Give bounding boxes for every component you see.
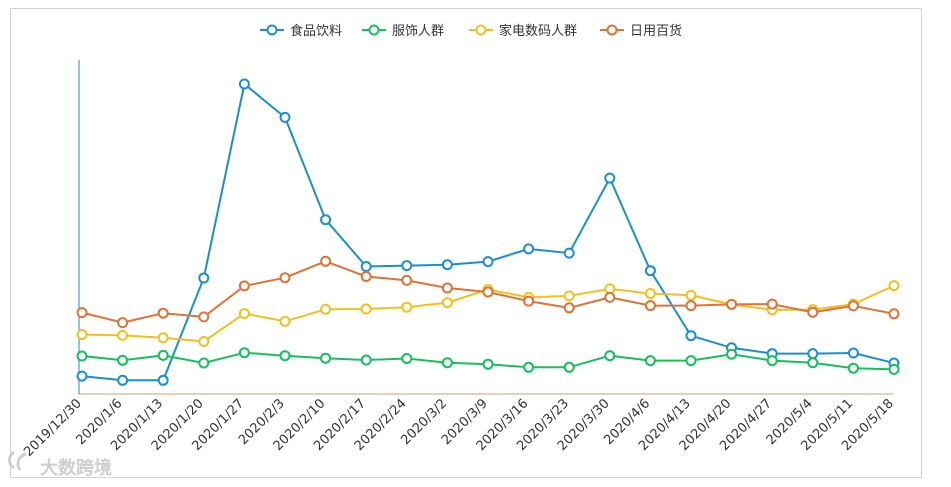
legend-label: 日用百货 (630, 23, 682, 39)
data-point[interactable] (198, 272, 210, 284)
x-tick-label: 2019/12/30 (21, 396, 85, 460)
data-point[interactable] (685, 330, 697, 342)
data-point[interactable] (807, 306, 819, 318)
data-point[interactable] (238, 280, 250, 292)
data-point[interactable] (766, 298, 778, 310)
series-4 (76, 255, 900, 329)
chart-frame (10, 8, 922, 478)
data-point[interactable] (685, 355, 697, 367)
data-point[interactable] (644, 288, 656, 299)
legend-swatch-marker (606, 24, 618, 36)
data-point[interactable] (888, 308, 900, 320)
data-point[interactable] (198, 357, 210, 369)
data-point[interactable] (157, 349, 169, 361)
data-point[interactable] (726, 348, 738, 360)
data-point[interactable] (117, 317, 129, 329)
legend-swatch-marker (475, 24, 487, 36)
data-point[interactable] (847, 300, 859, 312)
legend-item[interactable]: 家电数码人群 (469, 23, 577, 39)
data-point[interactable] (441, 297, 453, 309)
x-axis-ticks: 2019/12/302020/1/62020/1/132020/1/202020… (21, 396, 897, 460)
data-point[interactable] (604, 350, 616, 362)
data-point[interactable] (766, 355, 778, 367)
legend-label: 服饰人群 (392, 24, 444, 39)
data-point[interactable] (888, 363, 900, 375)
data-point[interactable] (644, 265, 656, 277)
data-point[interactable] (441, 282, 453, 294)
legend-label: 家电数码人群 (499, 23, 577, 39)
data-point[interactable] (401, 353, 413, 364)
data-point[interactable] (685, 289, 697, 301)
data-point[interactable] (360, 354, 372, 366)
data-point[interactable] (320, 255, 332, 267)
data-point[interactable] (523, 243, 535, 255)
data-point[interactable] (604, 172, 616, 184)
data-point[interactable] (523, 361, 535, 373)
data-point[interactable] (441, 259, 453, 271)
data-point[interactable] (320, 214, 332, 226)
legend-item[interactable]: 日用百货 (600, 23, 682, 39)
data-point[interactable] (563, 302, 575, 314)
legend-swatch-marker (266, 24, 278, 36)
data-point[interactable] (563, 361, 575, 373)
data-point[interactable] (117, 354, 129, 366)
data-point[interactable] (238, 347, 250, 359)
data-point[interactable] (157, 332, 169, 344)
watermark: 大数跨境 (8, 450, 112, 479)
legend-item[interactable]: 食品饮料 (260, 23, 342, 39)
data-point[interactable] (482, 256, 494, 268)
data-point[interactable] (76, 307, 88, 319)
data-point[interactable] (847, 362, 859, 374)
data-point[interactable] (76, 370, 88, 382)
data-point[interactable] (807, 348, 819, 360)
data-point[interactable] (604, 291, 616, 303)
data-point[interactable] (644, 300, 656, 312)
legend-label: 食品饮料 (290, 23, 342, 39)
data-point[interactable] (685, 300, 697, 312)
series-line (81, 82, 895, 382)
data-point[interactable] (320, 352, 332, 364)
data-point[interactable] (523, 295, 535, 307)
legend: 食品饮料 服饰人群 家电数码人群 日用百货 (260, 23, 682, 39)
data-point[interactable] (117, 374, 129, 386)
data-point[interactable] (279, 111, 291, 123)
data-point[interactable] (76, 329, 88, 340)
data-point[interactable] (279, 350, 291, 362)
data-point[interactable] (157, 307, 169, 319)
data-point[interactable] (76, 350, 88, 362)
data-point[interactable] (563, 290, 575, 302)
data-point[interactable] (401, 274, 413, 286)
data-point[interactable] (482, 358, 494, 370)
data-point[interactable] (888, 280, 900, 292)
data-point[interactable] (847, 347, 859, 359)
data-point[interactable] (157, 374, 169, 386)
data-point[interactable] (482, 286, 494, 298)
data-point[interactable] (238, 78, 250, 90)
data-point[interactable] (238, 308, 250, 319)
data-point[interactable] (279, 272, 291, 284)
data-point[interactable] (117, 329, 129, 341)
watermark-logo-icon (8, 450, 27, 471)
data-point[interactable] (360, 261, 372, 272)
data-point[interactable] (198, 336, 210, 347)
legend-swatch-marker (368, 24, 380, 36)
series-2 (76, 347, 900, 375)
data-point[interactable] (401, 301, 413, 313)
data-point[interactable] (401, 260, 413, 272)
data-point[interactable] (807, 357, 819, 369)
data-point[interactable] (279, 315, 291, 327)
data-point[interactable] (198, 311, 210, 323)
data-point[interactable] (320, 303, 332, 315)
series-group (76, 78, 900, 386)
data-point[interactable] (726, 298, 738, 310)
legend-item[interactable]: 服饰人群 (362, 24, 444, 39)
data-point[interactable] (360, 303, 372, 315)
data-point[interactable] (563, 247, 575, 259)
data-point[interactable] (644, 355, 656, 367)
data-point[interactable] (441, 357, 453, 369)
data-point[interactable] (360, 271, 372, 282)
watermark-text: 大数跨境 (40, 457, 112, 479)
